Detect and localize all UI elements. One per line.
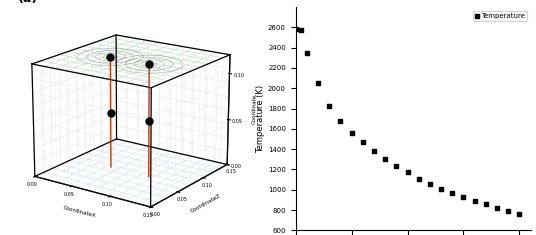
Temperature — [297, 28, 306, 32]
Temperature — [471, 199, 479, 203]
Temperature — [336, 119, 345, 123]
Temperature — [493, 206, 501, 210]
Y-axis label: CoordinateZ: CoordinateZ — [190, 193, 222, 214]
Temperature — [481, 203, 490, 206]
Temperature — [302, 51, 311, 55]
Temperature — [370, 149, 378, 153]
Temperature — [403, 171, 412, 174]
Temperature — [314, 81, 322, 85]
Temperature — [459, 195, 468, 199]
Legend: Temperature: Temperature — [473, 11, 527, 21]
Temperature — [347, 131, 356, 135]
X-axis label: CoordinateX: CoordinateX — [63, 205, 96, 219]
Temperature — [414, 177, 423, 180]
Temperature — [504, 209, 512, 213]
Text: (a): (a) — [18, 0, 38, 5]
Temperature — [325, 105, 333, 108]
Temperature — [291, 27, 300, 31]
Temperature — [359, 140, 367, 144]
Temperature — [381, 157, 390, 161]
Temperature — [426, 182, 434, 185]
Temperature — [448, 191, 457, 195]
Temperature — [515, 212, 524, 216]
Y-axis label: Temperature (K): Temperature (K) — [256, 85, 265, 153]
Temperature — [437, 187, 445, 191]
Temperature — [392, 164, 400, 168]
